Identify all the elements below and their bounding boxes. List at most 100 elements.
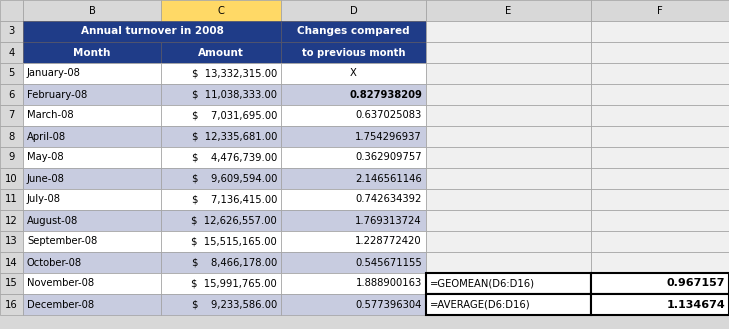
Bar [0, 126, 23, 147]
Bar [426, 231, 591, 252]
Text: 6: 6 [8, 89, 15, 99]
Bar [281, 273, 426, 294]
Text: December-08: December-08 [27, 299, 94, 310]
Text: 1.134674: 1.134674 [666, 299, 725, 310]
Text: 9: 9 [8, 153, 15, 163]
Bar [426, 294, 591, 315]
Text: F: F [657, 6, 663, 15]
Text: November-08: November-08 [27, 279, 94, 289]
Text: Changes compared: Changes compared [297, 27, 410, 37]
Bar [23, 0, 161, 21]
Text: E: E [505, 6, 512, 15]
Text: August-08: August-08 [27, 215, 78, 225]
Bar [0, 168, 23, 189]
Bar [161, 231, 281, 252]
Bar [0, 0, 23, 21]
Bar [281, 126, 426, 147]
Text: 2.146561146: 2.146561146 [355, 173, 422, 184]
Text: 0.827938209: 0.827938209 [349, 89, 422, 99]
Text: 1.754296937: 1.754296937 [355, 132, 422, 141]
Text: May-08: May-08 [27, 153, 63, 163]
Bar [281, 168, 426, 189]
Text: Annual turnover in 2008: Annual turnover in 2008 [81, 27, 223, 37]
Text: 5: 5 [8, 68, 15, 79]
Bar [281, 147, 426, 168]
Text: Month: Month [74, 47, 111, 58]
Bar [23, 168, 161, 189]
Bar [0, 252, 23, 273]
Bar [281, 42, 426, 63]
Bar [161, 252, 281, 273]
Bar [281, 210, 426, 231]
Text: 0.742634392: 0.742634392 [356, 194, 422, 205]
Bar [161, 42, 281, 63]
Bar [426, 126, 591, 147]
Bar [23, 147, 161, 168]
Text: 4: 4 [8, 47, 15, 58]
Text: $    8,466,178.00: $ 8,466,178.00 [192, 258, 277, 267]
Bar [426, 63, 591, 84]
Bar [161, 147, 281, 168]
Bar [591, 42, 729, 63]
Bar [426, 105, 591, 126]
Bar [426, 42, 591, 63]
Bar [0, 294, 23, 315]
Bar [591, 147, 729, 168]
Bar [591, 210, 729, 231]
Bar [281, 252, 426, 273]
Text: =GEOMEAN(D6:D16): =GEOMEAN(D6:D16) [430, 279, 535, 289]
Text: $  15,991,765.00: $ 15,991,765.00 [191, 279, 277, 289]
Bar [591, 168, 729, 189]
Bar [23, 252, 161, 273]
Bar [23, 42, 161, 63]
Bar [0, 273, 23, 294]
Bar [281, 294, 426, 315]
Bar [281, 231, 426, 252]
Bar [23, 231, 161, 252]
Bar [0, 210, 23, 231]
Bar [426, 252, 591, 273]
Bar [426, 0, 591, 21]
Text: $  15,515,165.00: $ 15,515,165.00 [191, 237, 277, 246]
Bar [0, 189, 23, 210]
Text: January-08: January-08 [27, 68, 81, 79]
Bar [23, 294, 161, 315]
Text: X: X [350, 68, 357, 79]
Text: September-08: September-08 [27, 237, 97, 246]
Bar [23, 273, 161, 294]
Bar [0, 147, 23, 168]
Bar [23, 21, 281, 42]
Bar [281, 0, 426, 21]
Text: $  12,335,681.00: $ 12,335,681.00 [192, 132, 277, 141]
Text: 1.888900163: 1.888900163 [356, 279, 422, 289]
Bar [591, 21, 729, 42]
Bar [426, 210, 591, 231]
Text: July-08: July-08 [27, 194, 61, 205]
Bar [281, 84, 426, 105]
Bar [161, 294, 281, 315]
Text: 1.769313724: 1.769313724 [355, 215, 422, 225]
Bar [0, 84, 23, 105]
Bar [0, 21, 23, 42]
Text: February-08: February-08 [27, 89, 87, 99]
Text: to previous month: to previous month [302, 47, 405, 58]
Bar [0, 42, 23, 63]
Bar [161, 189, 281, 210]
Bar [281, 189, 426, 210]
Text: 8: 8 [8, 132, 15, 141]
Bar [161, 210, 281, 231]
Text: 1.228772420: 1.228772420 [355, 237, 422, 246]
Bar [23, 210, 161, 231]
Text: B: B [88, 6, 95, 15]
Bar [426, 84, 591, 105]
Bar [161, 126, 281, 147]
Text: 14: 14 [5, 258, 17, 267]
Text: $    7,031,695.00: $ 7,031,695.00 [192, 111, 277, 120]
Text: C: C [217, 6, 225, 15]
Text: $    7,136,415.00: $ 7,136,415.00 [192, 194, 277, 205]
Bar [591, 294, 729, 315]
Bar [281, 21, 426, 42]
Text: 12: 12 [5, 215, 18, 225]
Bar [281, 63, 426, 84]
Text: 13: 13 [5, 237, 17, 246]
